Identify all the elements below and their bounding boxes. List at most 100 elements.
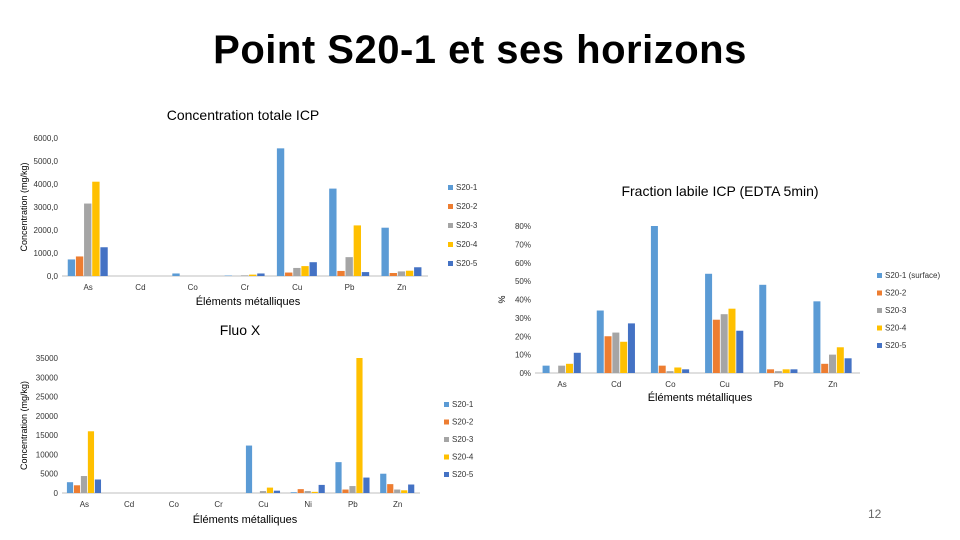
x-tick-label: Cd — [135, 283, 145, 292]
legend-label: S20-3 — [456, 221, 478, 230]
chart-fluo-x: Fluo X 0 5000 10000 15000 20000 25000 30000 3500… — [19, 322, 474, 526]
x-tick-label: Co — [188, 283, 199, 292]
legend-swatch — [444, 402, 449, 407]
bar-as-s20-5 — [100, 247, 108, 276]
legend-label: S20-5 — [456, 259, 478, 268]
bar-zn-s20-4 — [405, 270, 414, 276]
bar-cu-s20-2 — [285, 272, 293, 276]
legend-label: S20-5 — [885, 341, 907, 350]
legend-swatch — [444, 419, 449, 425]
x-tick-label: Cu — [719, 380, 729, 389]
bar-cu-s20-5 — [273, 490, 281, 493]
legend-swatch — [877, 343, 882, 348]
bar-zn-s20-3 — [394, 489, 401, 493]
y-tick-label: 10% — [515, 351, 531, 360]
y-axis-label: % — [497, 295, 507, 303]
y-tick-label: 3000,0 — [34, 203, 59, 212]
legend-label: S20-4 — [456, 240, 478, 249]
bar-pb-s20-2 — [337, 270, 345, 276]
bar-as-s20-5 — [573, 352, 581, 373]
y-tick-label: 4000,0 — [34, 180, 59, 189]
chart-total-icp: Concentration totale ICP 0,0 1000,0 2000,0 3… — [19, 107, 478, 308]
legend-swatch — [448, 185, 453, 190]
bar-as-s20-1 — [66, 482, 74, 493]
y-tick-label: 70% — [515, 240, 531, 249]
y-tick-label: 10000 — [36, 450, 59, 459]
bar-pb-s20-1 — [759, 284, 767, 373]
bar-pb-s20-1 — [329, 188, 337, 276]
bar-zn-s20-5 — [844, 358, 852, 373]
y-tick-label: 60% — [515, 259, 531, 268]
bar-pb-s20-3 — [774, 371, 782, 373]
bar-zn-s20-2 — [821, 363, 829, 373]
y-tick-label: 25000 — [36, 393, 59, 402]
bar-co-s20-3 — [666, 371, 674, 373]
y-tick-label: 40% — [515, 296, 531, 305]
legend-swatch — [444, 437, 449, 442]
legend-label: S20-1 — [456, 183, 478, 192]
y-tick-label: 30% — [515, 314, 531, 323]
bar-zn-s20-4 — [836, 347, 844, 373]
legend-label: S20-5 — [452, 470, 474, 479]
x-tick-label: Pb — [774, 380, 784, 389]
bar-zn-s20-1 — [381, 227, 389, 276]
bar-cu-s20-3 — [259, 491, 267, 493]
bar-pb-s20-5 — [790, 369, 798, 373]
bar-pb-s20-4 — [353, 225, 362, 276]
bar-cu-s20-1 — [245, 445, 253, 493]
y-tick-label: 0,0 — [47, 272, 59, 281]
legend-label: S20-2 — [452, 418, 474, 427]
y-tick-label: 30000 — [36, 373, 59, 382]
legend-label: S20-2 — [456, 202, 478, 211]
bar-zn-s20-5 — [414, 267, 422, 276]
legend-label: S20-4 — [452, 453, 474, 462]
bar-as-s20-1 — [67, 259, 76, 276]
y-axis-label: Concentration (mg/kg) — [19, 162, 29, 251]
bar-cu-s20-5 — [736, 330, 744, 373]
bar-pb-s20-4 — [782, 369, 790, 373]
y-tick-label: 0 — [54, 489, 59, 498]
x-axis-label: Éléments métalliques — [196, 295, 301, 308]
chart-labile-fraction: Fraction labile ICP (EDTA 5min) 0% 10% 20% 3… — [497, 183, 940, 404]
bar-pb-s20-5 — [361, 272, 370, 276]
y-tick-label: 0% — [519, 369, 531, 378]
legend-label: S20-1 (surface) — [885, 271, 940, 280]
bar-cd-s20-1 — [596, 310, 604, 373]
legend-swatch — [448, 223, 453, 228]
bar-cu-s20-3 — [720, 314, 728, 373]
bar-cd-s20-4 — [620, 341, 628, 373]
bar-zn-s20-2 — [387, 484, 394, 493]
legend-swatch — [877, 290, 882, 296]
bar-ni-s20-5 — [318, 484, 325, 493]
bar-cu-s20-4 — [301, 266, 309, 276]
y-tick-label: 80% — [515, 222, 531, 231]
y-tick-label: 1000,0 — [34, 249, 59, 258]
legend-label: S20-2 — [885, 289, 907, 298]
bar-as-s20-3 — [84, 203, 92, 276]
page-number: 12 — [868, 507, 882, 521]
y-tick-label: 6000,0 — [34, 134, 59, 143]
x-tick-label: Pb — [348, 500, 358, 509]
bar-zn-s20-2 — [389, 273, 397, 276]
bar-co-s20-4 — [674, 367, 682, 373]
bar-co-s20-5 — [682, 369, 690, 373]
bar-zn-s20-3 — [397, 271, 406, 276]
y-tick-label: 5000,0 — [34, 157, 59, 166]
legend-label: S20-1 — [452, 400, 474, 409]
bar-zn-s20-3 — [829, 354, 837, 373]
bar-zn-s20-5 — [408, 484, 415, 493]
x-tick-label: Cd — [124, 500, 134, 509]
bar-pb-s20-2 — [342, 489, 349, 493]
bar-pb-s20-3 — [345, 257, 353, 276]
bar-cr-s20-3 — [240, 275, 249, 276]
bar-cu-s20-4 — [266, 487, 274, 493]
legend-swatch — [448, 204, 453, 209]
x-tick-label: Cr — [241, 283, 250, 292]
legend-swatch — [448, 242, 453, 247]
y-tick-label: 50% — [515, 277, 531, 286]
x-tick-label: Cr — [214, 500, 223, 509]
bar-pb-s20-5 — [363, 477, 370, 493]
x-tick-label: Zn — [393, 500, 402, 509]
x-tick-label: Cu — [292, 283, 302, 292]
y-tick-label: 20% — [515, 332, 531, 341]
